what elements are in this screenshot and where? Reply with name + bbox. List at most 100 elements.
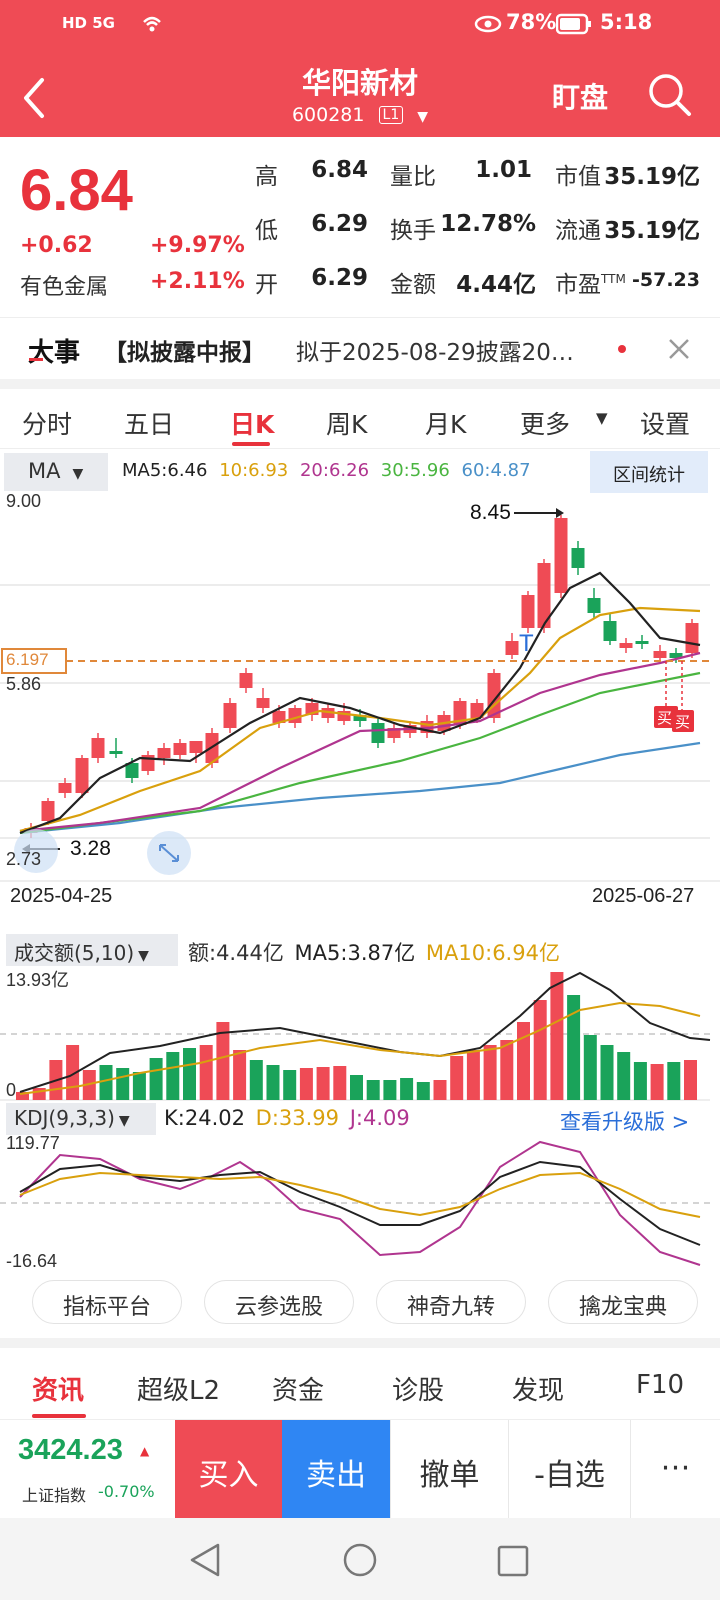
tab-super-l2[interactable]: 超级L2 <box>137 1376 221 1406</box>
candle-body <box>669 653 683 658</box>
sell-button[interactable]: 卖出 <box>282 1420 390 1518</box>
active-tab-indicator <box>232 442 270 446</box>
tab-daily-k[interactable]: 日K <box>230 410 275 439</box>
candle-body <box>223 703 237 728</box>
sector-change: +2.11% <box>150 269 245 294</box>
candle-body <box>75 758 89 793</box>
tab-five-day[interactable]: 五日 <box>124 410 175 439</box>
volume-bar <box>350 1075 363 1100</box>
volume-bar <box>366 1080 380 1100</box>
volume-indicator-selector[interactable]: 成交额(5,10) ▼ <box>6 934 178 966</box>
ma-line <box>19 741 701 835</box>
indicator-platform-button[interactable]: 指标平台 <box>32 1280 182 1324</box>
cancel-order-button[interactable]: 撤单 <box>390 1420 508 1518</box>
volume-bar <box>116 1068 130 1100</box>
open-label: 开 <box>255 272 278 298</box>
volume-y-top: 13.93亿 <box>6 970 70 990</box>
tab-monthly-k[interactable]: 月K <box>425 410 467 439</box>
nav-home-icon[interactable] <box>342 1542 378 1578</box>
level-badge: L1 <box>378 106 404 124</box>
candle-body <box>337 711 351 721</box>
dragon-guide-button[interactable]: 擒龙宝典 <box>548 1280 698 1324</box>
news-ticker[interactable]: 大事 【拟披露中报】 拟于2025-08-29披露20… <box>0 317 720 379</box>
volume-bar <box>149 1058 163 1100</box>
ma30-value: 30:5.96 <box>380 460 450 481</box>
candle-body <box>189 741 203 753</box>
network-indicator: HD 5G <box>62 14 115 32</box>
volume-bar <box>550 972 564 1100</box>
volume-amount: 额:4.44亿 <box>188 941 284 965</box>
tab-capital[interactable]: 资金 <box>272 1376 325 1406</box>
ma-dropdown-icon: ▼ <box>72 466 84 482</box>
candle-body <box>239 673 253 688</box>
kline-chart[interactable]: T 9.00 5.86 2.73 6.197 8.45 3.28 买 买 202… <box>0 491 720 907</box>
watch-button[interactable]: 盯盘 <box>552 81 609 114</box>
battery-percent: 78% <box>506 10 557 34</box>
tab-settings[interactable]: 设置 <box>640 410 691 439</box>
volume-svg <box>0 971 711 1101</box>
kdj-j: J:4.09 <box>349 1106 410 1130</box>
volume-dropdown-icon: ▼ <box>138 948 149 964</box>
low-marker-label: 3.28 <box>70 837 111 860</box>
news-tag-mark <box>29 358 43 361</box>
volume-bar <box>283 1070 297 1100</box>
ma-selector[interactable]: MA ▼ <box>4 453 108 491</box>
tab-intraday[interactable]: 分时 <box>22 410 73 439</box>
price-change-pct: +9.97% <box>150 233 245 258</box>
index-widget[interactable]: 3424.23 ▲ 上证指数 -0.70% <box>0 1420 175 1518</box>
stock-code-row[interactable]: 600281 L1 ▼ <box>0 104 720 126</box>
buy-button[interactable]: 买入 <box>175 1420 282 1518</box>
search-icon[interactable] <box>645 70 695 120</box>
volume-bar <box>299 1068 313 1100</box>
candle-body <box>603 621 617 641</box>
stock-name[interactable]: 华阳新材 <box>301 66 418 100</box>
candle-body <box>288 708 302 723</box>
current-price-box <box>1 648 67 674</box>
volume-chart[interactable]: 13.93亿 0 <box>0 968 720 1101</box>
range-stats-button[interactable]: 区间统计 <box>590 451 708 493</box>
sector-name[interactable]: 有色金属 <box>20 275 109 300</box>
volume-bar <box>183 1048 196 1100</box>
index-change: -0.70% <box>98 1482 155 1501</box>
volume-bar <box>450 1056 464 1100</box>
volume-bar <box>650 1064 664 1100</box>
volume-bar <box>32 1088 46 1100</box>
tab-discover[interactable]: 发现 <box>512 1376 565 1406</box>
volume-bar <box>567 995 581 1100</box>
volume-bar <box>199 1045 213 1100</box>
kdj-chart[interactable]: 119.77 -16.64 <box>0 1133 720 1271</box>
candle-body <box>571 548 585 568</box>
unread-dot-icon <box>618 345 626 353</box>
remove-watchlist-button[interactable]: -自选 <box>508 1420 630 1518</box>
volume-bar <box>500 1040 514 1100</box>
active-info-tab-indicator <box>32 1414 86 1418</box>
volume-bar <box>316 1067 330 1100</box>
kdj-y-bottom: -16.64 <box>6 1251 58 1271</box>
pe-ttm-sup: TTM <box>601 272 626 286</box>
volume-bar <box>400 1078 414 1100</box>
magic-nine-button[interactable]: 神奇九转 <box>376 1280 526 1324</box>
nav-back-icon[interactable] <box>188 1542 222 1578</box>
candle-body <box>109 751 123 754</box>
candle-body <box>58 783 72 793</box>
tab-more[interactable]: 更多 <box>520 410 571 439</box>
more-dropdown-icon: ▼ <box>596 409 608 427</box>
volume-bar <box>416 1082 430 1100</box>
more-menu-button[interactable]: ⋯ <box>630 1420 720 1518</box>
back-arrow-icon[interactable] <box>18 72 54 124</box>
kdj-indicator-selector[interactable]: KDJ(9,3,3) ▼ <box>6 1103 156 1135</box>
tab-f10[interactable]: F10 <box>636 1370 685 1400</box>
volume-bar <box>233 1050 247 1100</box>
cloud-stock-picker-button[interactable]: 云参选股 <box>204 1280 354 1324</box>
ma5-value: MA5:6.46 <box>122 460 208 481</box>
tab-diagnosis[interactable]: 诊股 <box>392 1376 445 1406</box>
volume-bar <box>483 1045 497 1100</box>
close-icon[interactable] <box>668 338 690 360</box>
tab-news[interactable]: 资讯 <box>32 1376 85 1406</box>
nav-recents-icon[interactable] <box>496 1544 530 1578</box>
upgrade-link[interactable]: 查看升级版 > <box>560 1110 690 1134</box>
y-axis-bottom: 2.73 <box>6 849 42 869</box>
market-cap-value: 35.19亿 <box>604 164 700 190</box>
kdj-k: K:24.02 <box>164 1106 245 1130</box>
tab-weekly-k[interactable]: 周K <box>326 410 368 439</box>
